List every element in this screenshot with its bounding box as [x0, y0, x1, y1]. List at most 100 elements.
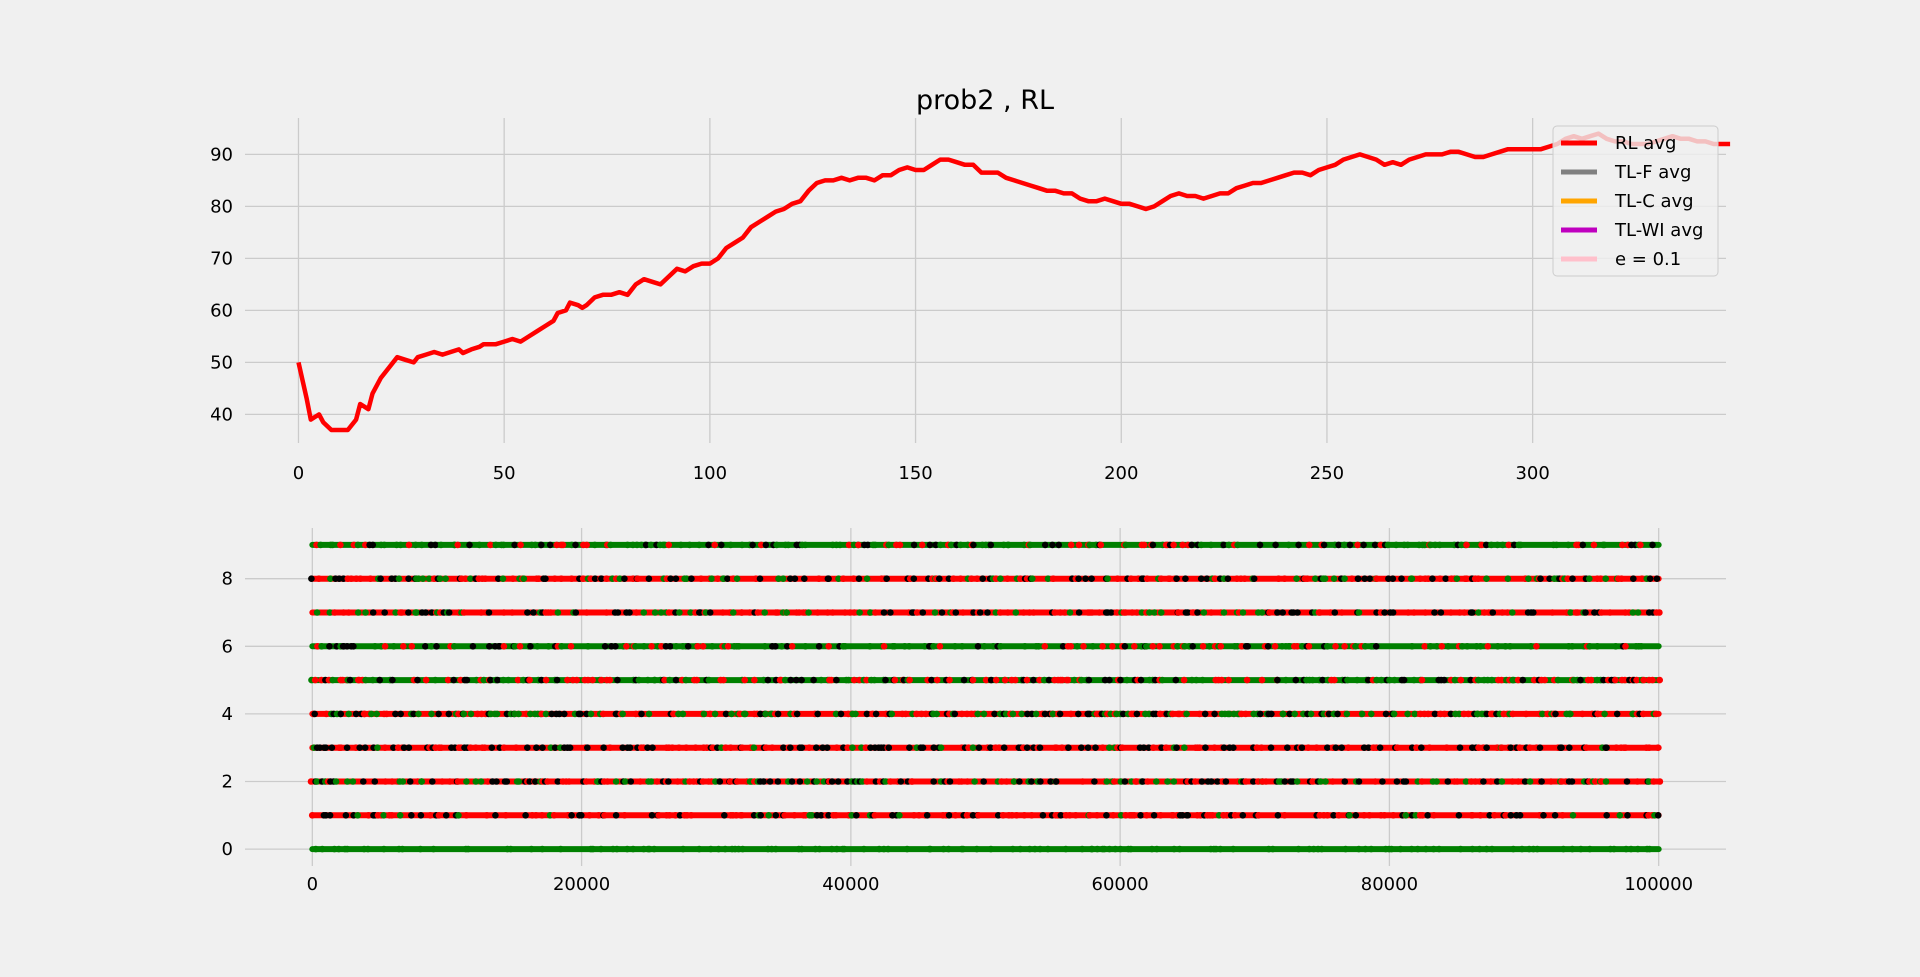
scatter-point: [1427, 541, 1434, 549]
scatter-point: [665, 778, 672, 785]
scatter-point: [1021, 643, 1029, 650]
y-tick-label: 70: [210, 248, 233, 269]
scatter-point: [724, 575, 731, 582]
scatter-point: [381, 744, 389, 751]
scatter-point: [1156, 643, 1163, 650]
scatter-point: [589, 676, 596, 684]
scatter-point: [1153, 845, 1161, 853]
scatter-point: [1017, 575, 1024, 582]
scatter-point: [1045, 676, 1053, 684]
scatter-point: [1088, 575, 1095, 582]
scatter-point: [1493, 778, 1501, 785]
scatter-point: [1206, 643, 1213, 650]
scatter-point: [1361, 643, 1369, 650]
scatter-point: [1499, 609, 1506, 616]
scatter-point: [1274, 609, 1281, 616]
scatter-point: [1158, 609, 1165, 616]
scatter-point: [1149, 643, 1157, 650]
scatter-point: [322, 744, 330, 751]
scatter-point: [1281, 575, 1288, 582]
scatter-point: [526, 676, 533, 684]
scatter-point: [1028, 778, 1035, 785]
scatter-point: [781, 812, 788, 819]
scatter-point: [369, 541, 377, 549]
y-tick-label: 80: [210, 196, 233, 217]
scatter-point: [360, 778, 367, 785]
scatter-point: [1453, 778, 1461, 785]
scatter-point: [676, 812, 684, 819]
scatter-point: [1477, 643, 1484, 650]
x-tick-label: 0: [307, 874, 318, 895]
scatter-point: [1150, 744, 1157, 751]
scatter-point: [645, 575, 653, 582]
scatter-point: [1577, 676, 1584, 684]
scatter-point: [1306, 541, 1313, 549]
scatter-point: [1601, 710, 1608, 718]
scatter-point: [824, 609, 831, 616]
scatter-point: [388, 812, 396, 819]
scatter-point: [467, 710, 475, 718]
scatter-point: [1293, 643, 1301, 650]
scatter-point: [945, 812, 953, 819]
scatter-point: [960, 676, 968, 684]
scatter-point: [891, 676, 899, 684]
scatter-point: [1514, 676, 1522, 684]
scatter-point: [1509, 710, 1517, 718]
scatter-point: [997, 609, 1004, 616]
scatter-point: [1444, 643, 1452, 650]
scatter-point: [798, 845, 805, 853]
scatter-point: [553, 676, 561, 684]
scatter-row: [308, 812, 1662, 819]
scatter-point: [1298, 744, 1306, 751]
scatter-point: [1164, 778, 1171, 785]
scatter-point: [1202, 744, 1209, 751]
y-tick-label: 6: [222, 636, 233, 657]
scatter-point: [1534, 845, 1541, 853]
scatter-point: [976, 609, 984, 616]
scatter-point: [584, 643, 592, 650]
scatter-point: [1650, 778, 1657, 785]
scatter-point: [672, 575, 680, 582]
scatter-point: [587, 710, 595, 718]
scatter-point: [343, 744, 351, 751]
scatter-point: [958, 778, 965, 785]
scatter-point: [408, 643, 416, 650]
scatter-point: [319, 845, 326, 853]
scatter-point: [957, 541, 964, 549]
scatter-point: [1475, 676, 1482, 684]
scatter-point: [863, 710, 871, 718]
scatter-point: [915, 812, 923, 819]
legend-label: e = 0.1: [1615, 249, 1681, 270]
scatter-point: [850, 676, 858, 684]
scatter-point: [1634, 845, 1642, 853]
scatter-point: [1612, 643, 1619, 650]
scatter-point: [937, 744, 945, 751]
scatter-point: [1388, 845, 1395, 853]
scatter-point: [1577, 845, 1585, 853]
scatter-point: [1538, 778, 1545, 785]
scatter-point: [1373, 575, 1380, 582]
scatter-point: [485, 609, 493, 616]
scatter-point: [1111, 778, 1118, 785]
scatter-point: [1421, 643, 1428, 650]
scatter-point: [1242, 710, 1249, 718]
scatter-point: [1220, 744, 1228, 751]
scatter-point: [1612, 676, 1619, 684]
scatter-point: [969, 812, 977, 819]
scatter-point: [887, 609, 894, 616]
scatter-point: [860, 845, 868, 853]
scatter-point: [896, 541, 904, 549]
scatter-row: [309, 643, 1662, 650]
scatter-point: [1075, 710, 1082, 718]
scatter-point: [805, 744, 813, 751]
scatter-point: [864, 541, 872, 549]
scatter-point: [343, 845, 351, 853]
scatter-point: [1502, 812, 1509, 819]
scatter-point: [307, 778, 315, 785]
scatter-point: [741, 676, 748, 684]
scatter-point: [488, 744, 496, 751]
scatter-chart-y-tick-labels: 0 2 4 6 8: [222, 569, 233, 860]
scatter-point: [734, 778, 741, 785]
scatter-point: [354, 812, 362, 819]
scatter-point: [930, 643, 937, 650]
